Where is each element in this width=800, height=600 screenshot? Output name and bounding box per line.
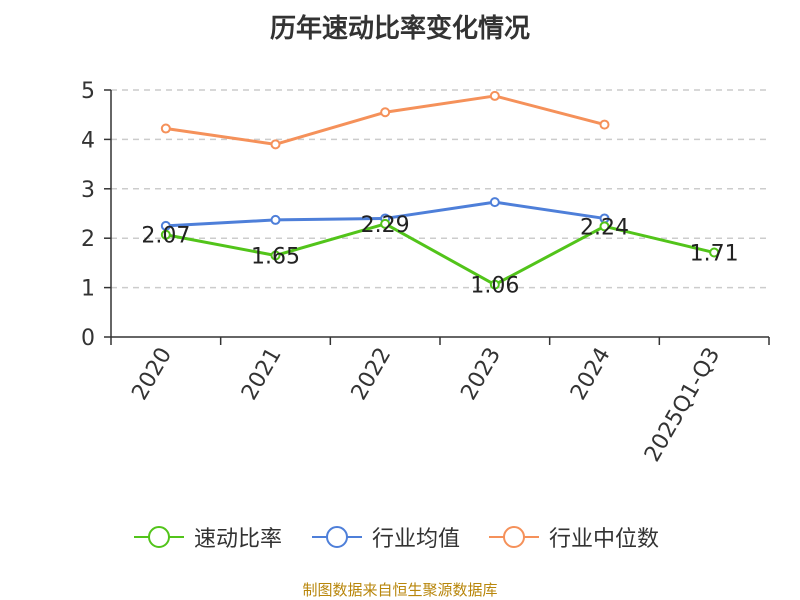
data-point[interactable] bbox=[270, 250, 281, 261]
y-tick-label: 2 bbox=[81, 227, 95, 252]
data-label-layer: 2.07 1.65 2.29 1.06 2.24 1.71 bbox=[141, 213, 738, 299]
y-tick-label: 5 bbox=[81, 79, 95, 104]
data-point[interactable] bbox=[380, 218, 391, 229]
data-label: 1.06 bbox=[470, 274, 519, 299]
y-tick-label: 1 bbox=[81, 277, 95, 302]
x-tick-label: 2023 bbox=[456, 344, 506, 405]
data-point[interactable] bbox=[599, 119, 610, 130]
y-tick-label: 0 bbox=[81, 326, 95, 351]
series-layer bbox=[160, 90, 720, 290]
series-line bbox=[165, 94, 605, 146]
legend: 速动比率 行业均值 行业中位数 bbox=[0, 521, 800, 553]
data-point[interactable] bbox=[489, 279, 500, 290]
data-point[interactable] bbox=[270, 214, 281, 225]
x-tick-label: 2024 bbox=[566, 344, 616, 405]
legend-marker-icon bbox=[489, 526, 539, 548]
data-point[interactable] bbox=[489, 197, 500, 208]
data-label: 2.29 bbox=[361, 213, 410, 238]
data-label: 2.07 bbox=[141, 224, 190, 249]
legend-label: 行业中位数 bbox=[549, 527, 660, 552]
legend-item-series-1[interactable]: 行业均值 bbox=[310, 521, 460, 553]
chart-title: 历年速动比率变化情况 bbox=[269, 14, 530, 44]
legend-label: 速动比率 bbox=[194, 527, 283, 552]
data-point[interactable] bbox=[709, 247, 720, 258]
data-label: 2.24 bbox=[580, 215, 629, 240]
data-point[interactable] bbox=[270, 139, 281, 150]
legend-label: 行业均值 bbox=[372, 527, 461, 552]
data-point[interactable] bbox=[380, 107, 391, 118]
series-line bbox=[165, 222, 715, 287]
source-note: 制图数据来自恒生聚源数据库 bbox=[302, 581, 498, 599]
axis-layer: 0 1 2 3 4 5 2020 2021 2022 2023 2024 2025Q1-Q3 bbox=[81, 79, 770, 467]
data-point[interactable] bbox=[160, 229, 171, 240]
legend-marker-icon bbox=[312, 526, 362, 548]
legend-item-series-2[interactable]: 行业中位数 bbox=[487, 521, 659, 553]
data-point[interactable] bbox=[160, 123, 171, 134]
legend-marker-icon bbox=[134, 526, 184, 548]
x-tick-label: 2021 bbox=[237, 344, 287, 405]
x-tick-label: 2022 bbox=[347, 344, 397, 405]
grid-layer bbox=[111, 89, 769, 289]
legend-item-series-0[interactable]: 速动比率 bbox=[132, 521, 282, 553]
data-point[interactable] bbox=[599, 221, 610, 232]
y-tick-label: 3 bbox=[81, 178, 95, 203]
data-label: 1.71 bbox=[690, 242, 739, 267]
y-tick-label: 4 bbox=[81, 128, 95, 153]
data-label: 1.65 bbox=[251, 244, 300, 269]
x-tick-label: 2020 bbox=[127, 344, 177, 405]
data-point[interactable] bbox=[489, 90, 500, 101]
x-tick-label: 2025Q1-Q3 bbox=[640, 344, 725, 467]
